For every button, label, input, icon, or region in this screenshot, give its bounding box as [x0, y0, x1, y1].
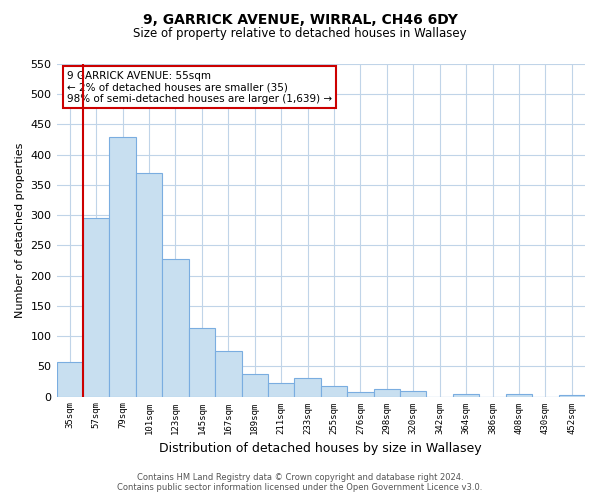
Bar	[162, 260, 188, 396]
Bar	[559, 394, 585, 396]
Text: Size of property relative to detached houses in Wallasey: Size of property relative to detached ho…	[133, 28, 467, 40]
Bar	[400, 390, 427, 396]
X-axis label: Distribution of detached houses by size in Wallasey: Distribution of detached houses by size …	[160, 442, 482, 455]
Bar	[215, 350, 242, 397]
Bar	[453, 394, 479, 396]
Bar	[506, 394, 532, 396]
Bar	[56, 362, 83, 396]
Bar	[321, 386, 347, 396]
Bar	[295, 378, 321, 396]
Bar	[374, 390, 400, 396]
Bar	[83, 218, 109, 396]
Bar	[109, 136, 136, 396]
Text: 9 GARRICK AVENUE: 55sqm
← 2% of detached houses are smaller (35)
98% of semi-det: 9 GARRICK AVENUE: 55sqm ← 2% of detached…	[67, 70, 332, 104]
Y-axis label: Number of detached properties: Number of detached properties	[15, 142, 25, 318]
Text: 9, GARRICK AVENUE, WIRRAL, CH46 6DY: 9, GARRICK AVENUE, WIRRAL, CH46 6DY	[143, 12, 457, 26]
Bar	[268, 384, 295, 396]
Bar	[136, 173, 162, 396]
Text: Contains HM Land Registry data © Crown copyright and database right 2024.
Contai: Contains HM Land Registry data © Crown c…	[118, 473, 482, 492]
Bar	[347, 392, 374, 396]
Bar	[242, 374, 268, 396]
Bar	[188, 328, 215, 396]
